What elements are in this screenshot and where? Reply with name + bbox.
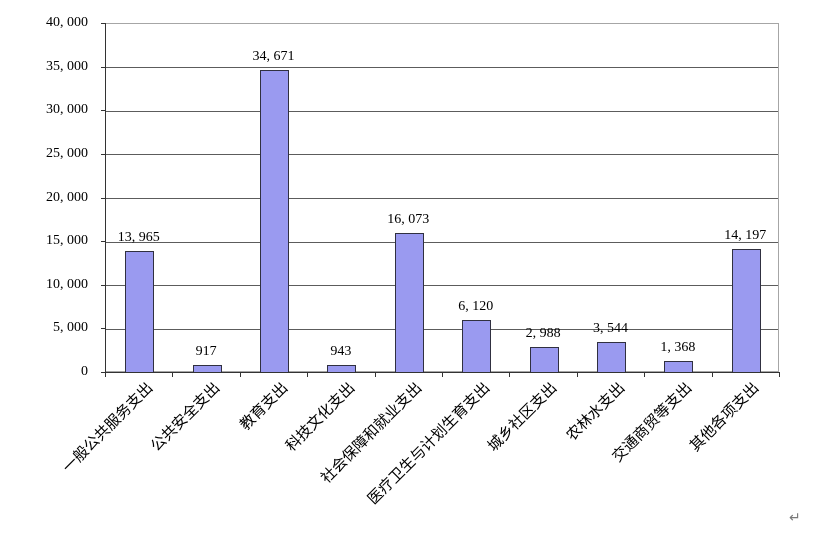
bar-value-label: 917 — [195, 343, 217, 359]
x-axis-category-label: 其他各项支出 — [687, 380, 763, 455]
x-axis-tick — [711, 373, 713, 377]
x-axis-tick — [644, 373, 646, 377]
gridline — [106, 328, 778, 330]
plot-area — [105, 23, 779, 373]
y-axis-tick — [101, 372, 105, 373]
y-axis-tick — [101, 23, 105, 24]
line-break-mark: ↵ — [789, 509, 801, 525]
x-axis-tick — [105, 373, 106, 377]
y-axis-tick-label: 30, 000 — [46, 102, 88, 118]
x-axis-category-label: 一般公共服务支出 — [59, 380, 157, 477]
y-axis-tick — [101, 153, 105, 155]
x-axis-tick — [172, 373, 174, 377]
x-axis-category-label: 教育支出 — [237, 380, 291, 434]
bar-value-label: 6, 120 — [458, 298, 494, 314]
y-axis-tick — [101, 328, 105, 330]
x-axis-category-label: 科技文化支出 — [283, 380, 359, 455]
bar-value-label: 2, 988 — [525, 325, 561, 341]
x-axis-tick — [779, 373, 780, 377]
gridline — [106, 241, 778, 243]
x-axis-category-label: 农林水支出 — [563, 380, 628, 445]
y-axis-tick — [101, 197, 105, 199]
y-axis-tick-label: 40, 000 — [46, 15, 88, 30]
y-axis-tick-label: 10, 000 — [46, 276, 88, 292]
bar-value-label: 16, 073 — [387, 211, 430, 227]
bar — [731, 249, 761, 373]
y-axis-tick-label: 25, 000 — [46, 145, 88, 161]
x-axis-tick — [576, 373, 578, 377]
bar — [125, 251, 155, 373]
y-axis-tick-label: 20, 000 — [46, 189, 88, 205]
y-axis-tick — [101, 110, 105, 112]
y-axis-tick-label: 35, 000 — [46, 58, 88, 74]
bar — [462, 319, 492, 373]
x-axis-line — [105, 372, 780, 373]
x-axis-category-label: 公共安全支出 — [148, 380, 224, 455]
y-axis-tick-label: 0 — [81, 364, 88, 379]
y-axis-tick-label: 15, 000 — [46, 233, 88, 249]
bar-value-label: 1, 368 — [660, 340, 696, 356]
y-axis-tick — [101, 66, 105, 68]
x-axis-tick — [239, 373, 241, 377]
x-axis-category-label: 城乡社区支出 — [485, 380, 561, 455]
bar — [260, 70, 289, 373]
bar — [529, 346, 559, 373]
gridline — [106, 154, 778, 156]
y-axis-line — [105, 23, 106, 373]
x-axis-tick — [442, 373, 443, 377]
gridline — [106, 110, 778, 112]
x-axis-tick — [374, 373, 376, 377]
gridline — [106, 285, 778, 287]
y-axis-tick — [101, 241, 105, 243]
x-axis-tick — [509, 373, 511, 377]
bar-value-label: 34, 671 — [252, 49, 295, 65]
x-axis-category-label: 医疗卫生与计划生育支出 — [365, 380, 494, 508]
bar-value-label: 943 — [330, 343, 352, 359]
bar — [597, 342, 626, 373]
y-axis-tick — [101, 284, 105, 286]
y-axis-tick-label: 5, 000 — [53, 320, 88, 336]
x-axis-tick — [307, 373, 309, 377]
gridline — [106, 198, 778, 199]
gridline — [106, 67, 778, 69]
bar — [394, 232, 424, 373]
bar-value-label: 3, 544 — [593, 321, 628, 337]
bar-value-label: 14, 197 — [724, 228, 767, 244]
bar-value-label: 13, 965 — [117, 230, 160, 246]
